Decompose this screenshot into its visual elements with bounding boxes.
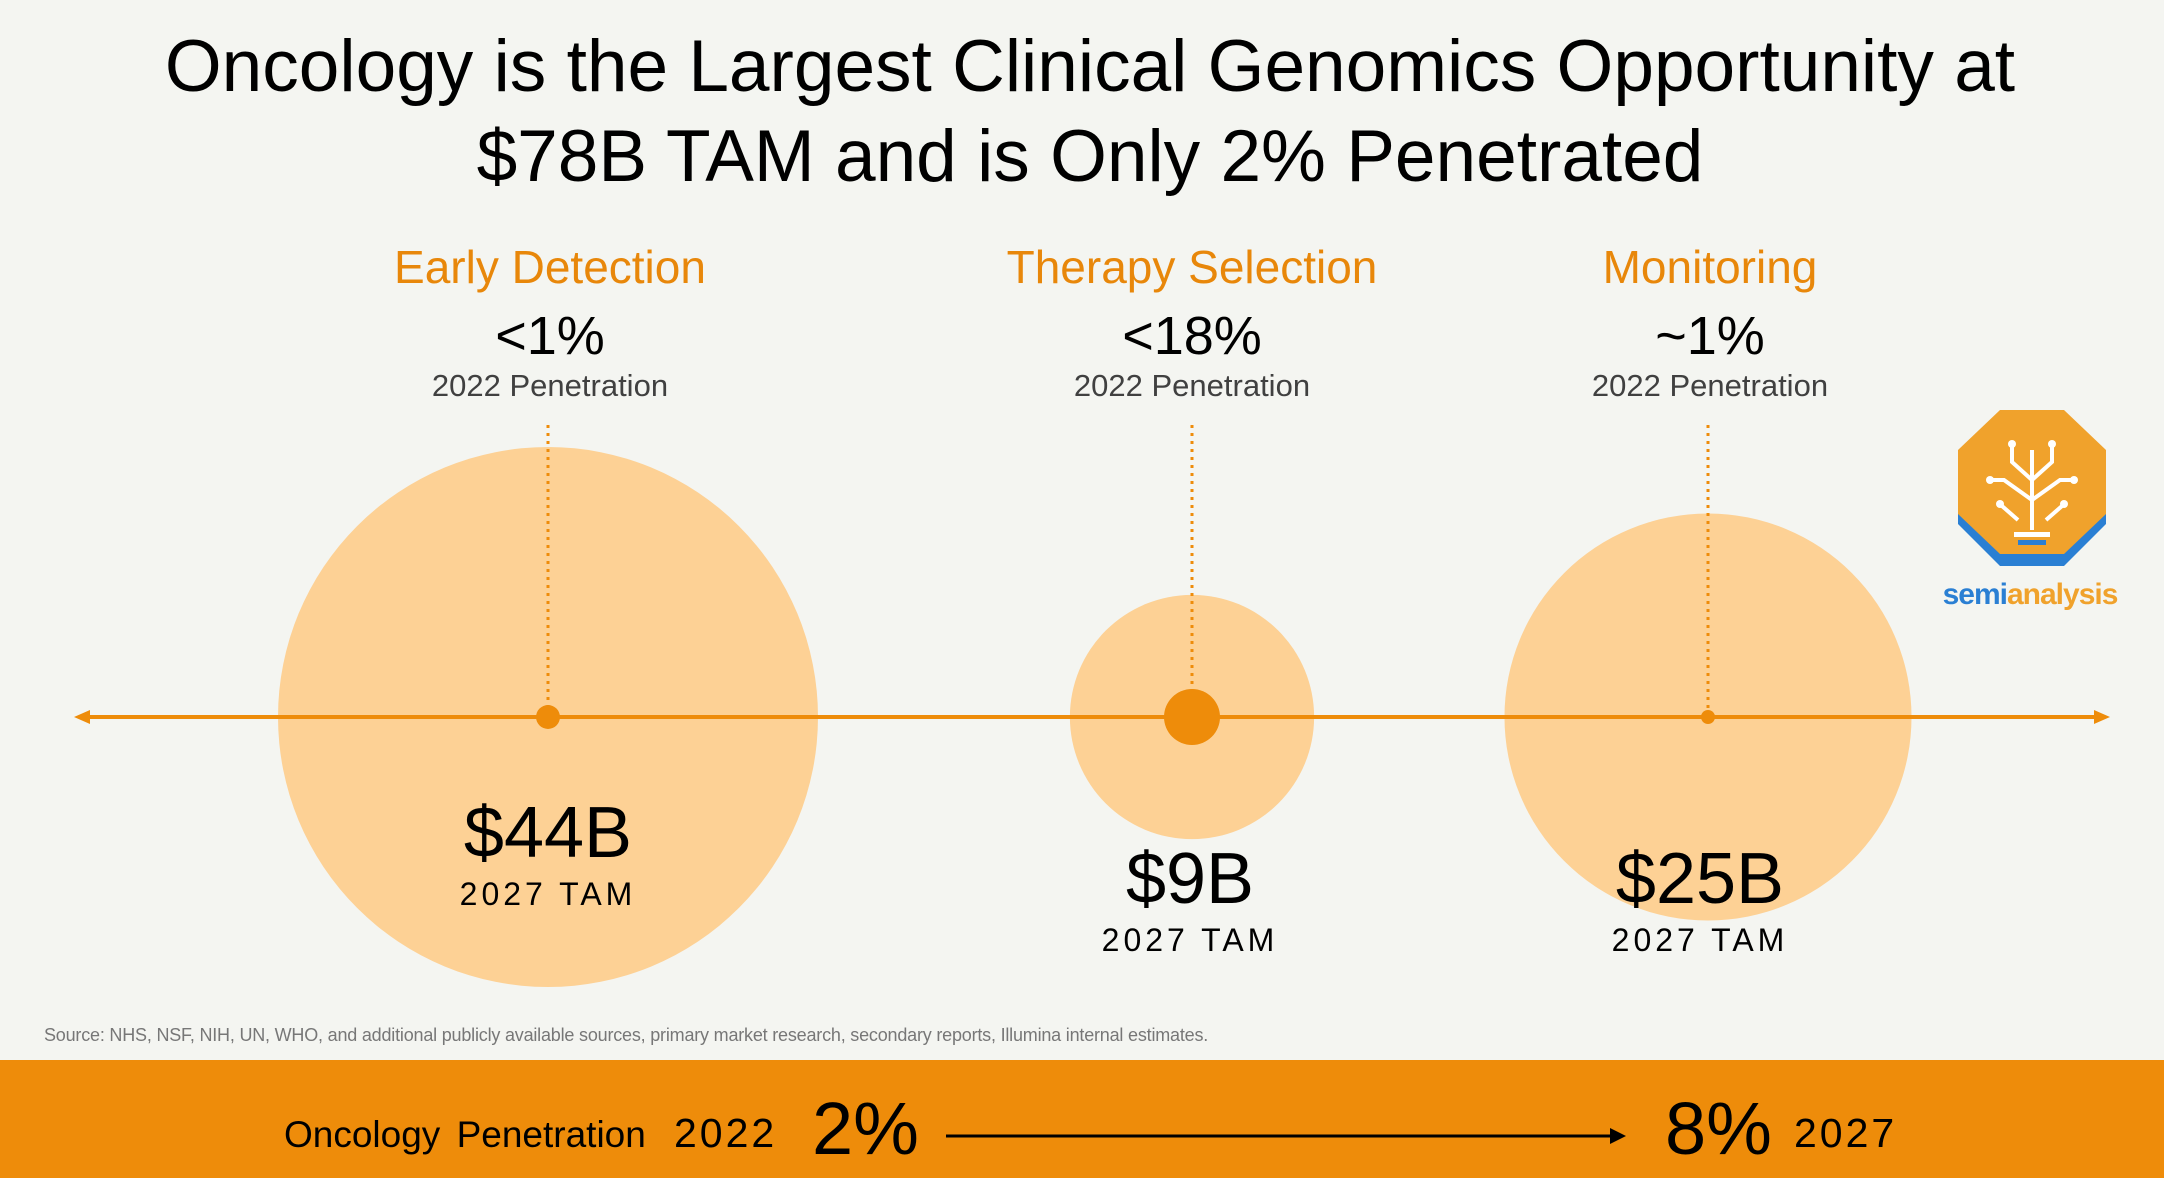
logo-text-analysis: analysis bbox=[2006, 578, 2118, 611]
footer-value-end: 8% bbox=[1665, 1087, 1772, 1170]
tam-value-1: $9B bbox=[1126, 839, 1254, 919]
title-line-2: $78B TAM and is Only 2% Penetrated bbox=[476, 116, 1704, 197]
logo-text-semi: semi bbox=[1942, 578, 2008, 611]
penetration-value-0: <1% bbox=[495, 306, 605, 366]
page-title: Oncology is the Largest Clinical Genomic… bbox=[0, 22, 2164, 202]
logo-wordmark: semianalysis bbox=[1930, 578, 2130, 612]
source-note: Source: NHS, NSF, NIH, UN, WHO, and addi… bbox=[44, 1025, 1209, 1045]
tam-value-0: $44B bbox=[464, 793, 632, 873]
footer-year-end: 2027 bbox=[1794, 1110, 1898, 1156]
penetration-value-2: ~1% bbox=[1655, 306, 1765, 366]
category-label-2: Monitoring bbox=[1603, 241, 1818, 293]
penetration-value-1: <18% bbox=[1122, 306, 1262, 366]
title-line-1: Oncology is the Largest Clinical Genomic… bbox=[164, 26, 2016, 107]
category-label-1: Therapy Selection bbox=[1007, 241, 1378, 293]
bubble-chart: Early Detection<1%2022 Penetration$44B20… bbox=[74, 241, 2110, 987]
footer-year-start: 2022 bbox=[674, 1110, 778, 1156]
semianalysis-logo-icon bbox=[1958, 410, 2106, 566]
footer-arrow-icon bbox=[946, 1128, 1626, 1144]
tam-label-2: 2027 TAM bbox=[1612, 922, 1789, 958]
tam-value-2: $25B bbox=[1616, 839, 1784, 919]
penetration-label-2: 2022 Penetration bbox=[1592, 368, 1828, 403]
axis-arrow-right-icon bbox=[2094, 710, 2110, 724]
category-label-0: Early Detection bbox=[394, 241, 706, 293]
footer-value-start: 2% bbox=[812, 1087, 919, 1170]
penetration-dot-1 bbox=[1164, 689, 1220, 745]
axis-arrow-left-icon bbox=[74, 710, 90, 724]
penetration-label-0: 2022 Penetration bbox=[432, 368, 668, 403]
footer-bar: Oncology Penetration 2022 2% 8% 2027 bbox=[0, 1060, 2164, 1178]
tam-label-0: 2027 TAM bbox=[460, 876, 637, 912]
penetration-dot-0 bbox=[536, 705, 560, 729]
footer-label: Oncology Penetration bbox=[284, 1114, 646, 1155]
penetration-dot-2 bbox=[1701, 710, 1715, 724]
penetration-label-1: 2022 Penetration bbox=[1074, 368, 1310, 403]
tam-label-1: 2027 TAM bbox=[1102, 922, 1279, 958]
